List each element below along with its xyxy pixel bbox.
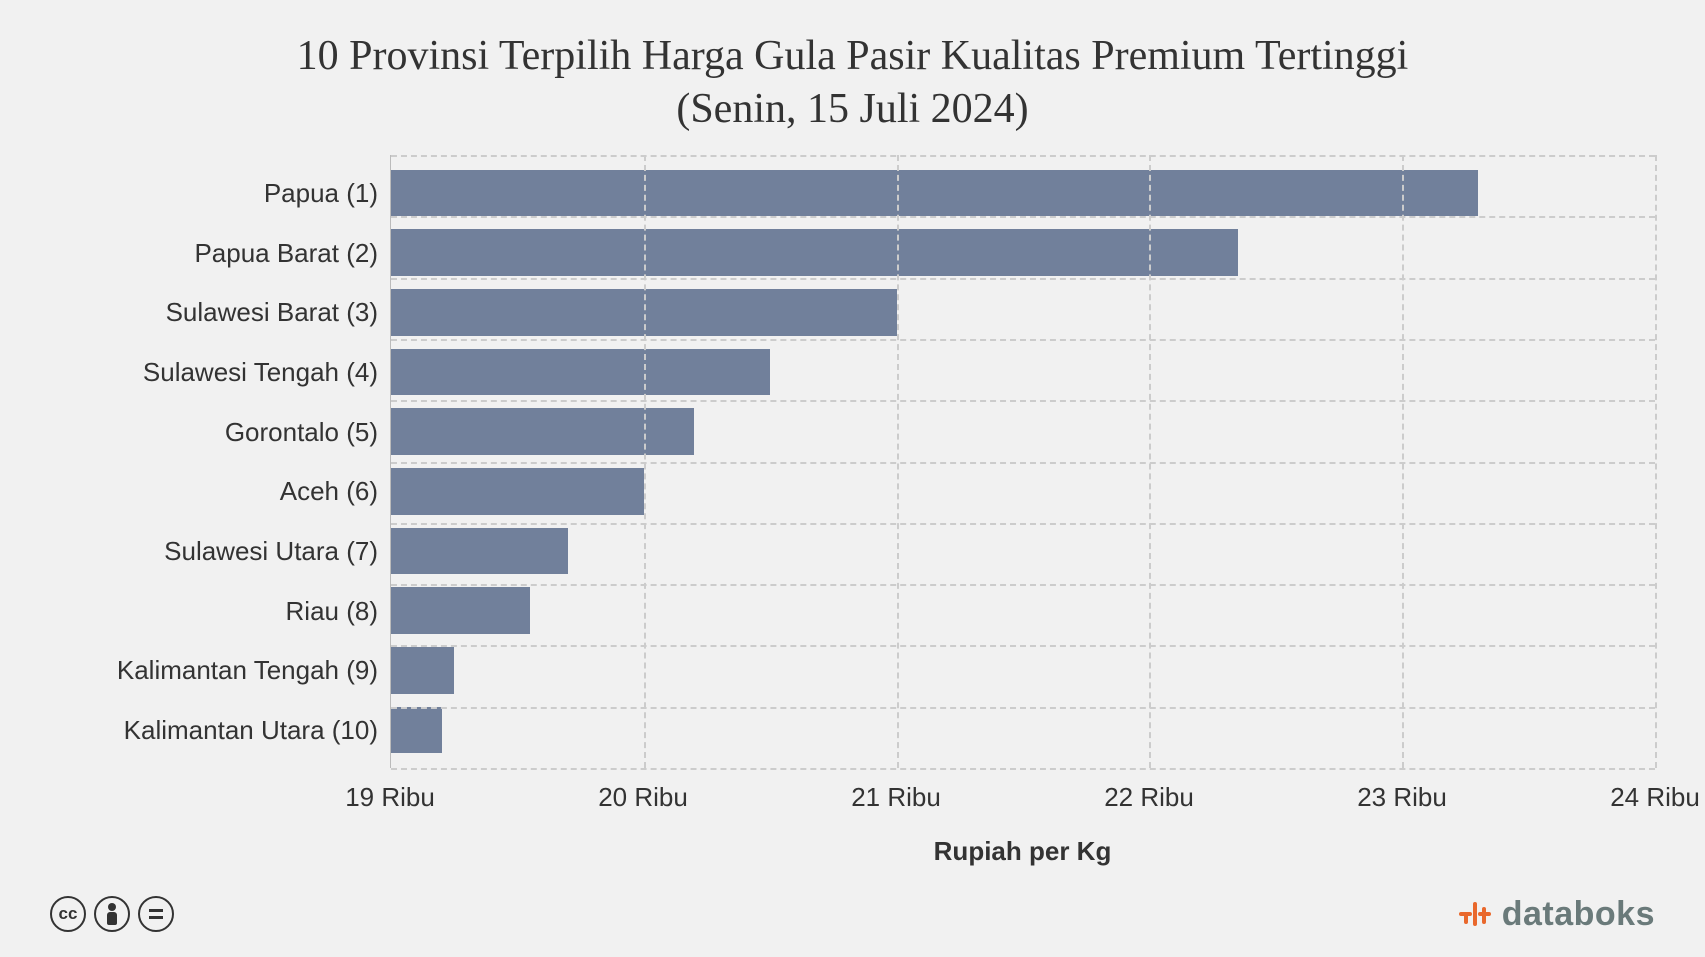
x-tick-label: 20 Ribu (598, 782, 688, 813)
h-grid-line (391, 707, 1655, 709)
y-tick-label: Kalimantan Tengah (9) (50, 657, 390, 683)
x-tick-label: 21 Ribu (851, 782, 941, 813)
bar (391, 349, 770, 396)
cc-license-icons: cc (50, 896, 174, 932)
databoks-logo: databoks (1456, 895, 1655, 934)
y-tick-label: Papua (1) (50, 180, 390, 206)
cc-by-icon (94, 896, 130, 932)
x-axis: 19 Ribu20 Ribu21 Ribu22 Ribu23 Ribu24 Ri… (390, 768, 1655, 818)
y-axis-labels: Papua (1) Papua Barat (2) Sulawesi Barat (… (50, 155, 390, 768)
databoks-logo-text: databoks (1502, 895, 1655, 934)
bars-grid (390, 155, 1655, 768)
x-tick-label: 23 Ribu (1357, 782, 1447, 813)
bar (391, 647, 454, 694)
y-tick-label: Aceh (6) (50, 478, 390, 504)
h-grid-line (391, 216, 1655, 218)
bar (391, 229, 1238, 276)
cc-icon: cc (50, 896, 86, 932)
bar-row (391, 342, 1655, 402)
y-tick-label: Sulawesi Barat (3) (50, 299, 390, 325)
bar (391, 408, 694, 455)
grid-line (1655, 155, 1657, 768)
y-tick-label: Riau (8) (50, 598, 390, 624)
bar (391, 587, 530, 634)
y-tick-label: Sulawesi Tengah (4) (50, 359, 390, 385)
chart-area: Papua (1) Papua Barat (2) Sulawesi Barat (… (50, 155, 1655, 867)
h-grid-line (391, 155, 1655, 157)
bar-row (391, 163, 1655, 223)
bar-row (391, 402, 1655, 462)
x-tick-label: 24 Ribu (1610, 782, 1700, 813)
h-grid-line (391, 278, 1655, 280)
bar (391, 468, 644, 515)
plot: Papua (1) Papua Barat (2) Sulawesi Barat (… (50, 155, 1655, 768)
databoks-logo-mark (1456, 895, 1494, 933)
x-tick-label: 22 Ribu (1104, 782, 1194, 813)
h-grid-line (391, 523, 1655, 525)
bar-row (391, 462, 1655, 522)
bar (391, 528, 568, 575)
y-tick-label: Kalimantan Utara (10) (50, 717, 390, 743)
cc-nd-icon (138, 896, 174, 932)
chart-title: 10 Provinsi Terpilih Harga Gula Pasir Ku… (50, 30, 1655, 135)
chart-title-line2: (Senin, 15 Juli 2024) (676, 86, 1028, 132)
chart-title-line1: 10 Provinsi Terpilih Harga Gula Pasir Ku… (297, 33, 1409, 79)
bar (391, 707, 442, 754)
bar-row (391, 521, 1655, 581)
bar-row (391, 700, 1655, 760)
footer: cc databoks (50, 891, 1655, 937)
y-tick-label: Sulawesi Utara (7) (50, 538, 390, 564)
h-grid-line (391, 462, 1655, 464)
h-grid-line (391, 584, 1655, 586)
h-grid-line (391, 645, 1655, 647)
y-tick-label: Papua Barat (2) (50, 240, 390, 266)
h-grid-line (391, 400, 1655, 402)
bar-row (391, 641, 1655, 701)
bar (391, 170, 1478, 217)
bar-row (391, 223, 1655, 283)
bar-row (391, 581, 1655, 641)
bar-row (391, 282, 1655, 342)
x-axis-title: Rupiah per Kg (390, 836, 1655, 867)
y-tick-label: Gorontalo (5) (50, 419, 390, 445)
h-grid-line (391, 339, 1655, 341)
chart-container: 10 Provinsi Terpilih Harga Gula Pasir Ku… (0, 0, 1705, 957)
x-tick-label: 19 Ribu (345, 782, 435, 813)
